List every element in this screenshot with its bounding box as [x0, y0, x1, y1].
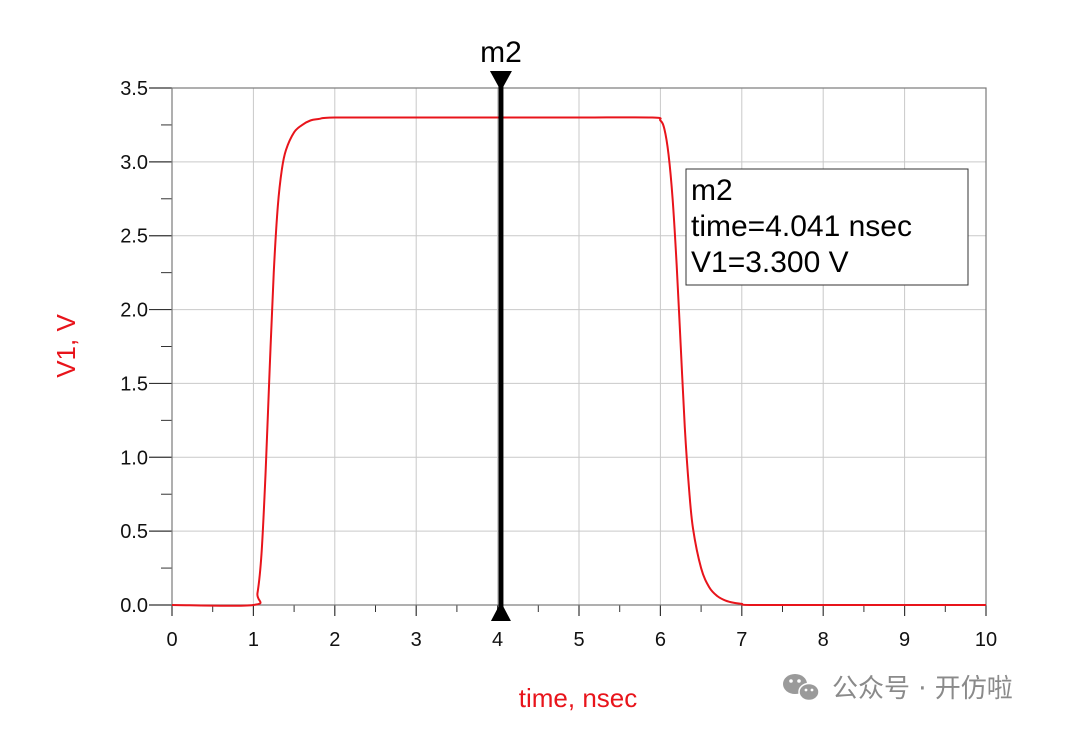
- watermark-text: 公众号 · 开仿啦: [832, 674, 1013, 704]
- y-tick-label: 2.0: [120, 300, 148, 322]
- marker-title: m2: [480, 36, 522, 69]
- y-tick-label: 3.5: [120, 78, 148, 100]
- x-tick-label: 9: [899, 629, 910, 651]
- plot-frame: [171, 87, 987, 606]
- marker-readout-line: m2: [691, 174, 733, 207]
- marker-readout-box[interactable]: m2 time=4.041 nsec V1=3.300 V: [685, 168, 969, 286]
- wechat-icon: [783, 674, 820, 702]
- watermark: 公众号 · 开仿啦: [783, 674, 1013, 704]
- y-tick-label: 0.5: [120, 521, 148, 543]
- y-tick-label: 1.5: [120, 373, 148, 395]
- x-tick-label: 10: [975, 629, 997, 651]
- x-tick-label: 7: [736, 629, 747, 651]
- x-tick-label: 3: [411, 629, 422, 651]
- x-tick-label: 1: [248, 629, 259, 651]
- marker-bottom-triangle-icon[interactable]: [490, 602, 511, 621]
- axis-ticks: [149, 87, 987, 616]
- x-tick-label: 5: [573, 629, 584, 651]
- x-tick-label: 8: [818, 629, 829, 651]
- x-axis-title: time, nsec: [519, 683, 638, 713]
- x-tick-label: 2: [329, 629, 340, 651]
- y-axis-title: V1, V: [51, 314, 81, 378]
- y-tick-label: 1.0: [120, 447, 148, 469]
- marker-top-triangle-icon[interactable]: [489, 71, 512, 91]
- x-tick-labels: 0 1 2 3 4 5 6 7 8 9 10: [166, 629, 997, 651]
- y-tick-labels: 0.0 0.5 1.0 1.5 2.0 2.5 3.0 3.5: [120, 78, 148, 617]
- y-tick-label: 3.0: [120, 152, 148, 174]
- marker-m2[interactable]: m2: [480, 36, 522, 621]
- y-tick-label: 2.5: [120, 226, 148, 248]
- series-line-v1: [171, 116, 987, 607]
- grid: [172, 88, 986, 605]
- marker-readout-line: V1=3.300 V: [691, 246, 849, 279]
- x-tick-label: 4: [492, 629, 503, 651]
- marker-readout-frame: [685, 168, 969, 286]
- x-tick-label: 0: [166, 629, 177, 651]
- y-tick-label: 0.0: [120, 595, 148, 617]
- x-tick-label: 6: [655, 629, 666, 651]
- marker-readout-line: time=4.041 nsec: [691, 210, 912, 243]
